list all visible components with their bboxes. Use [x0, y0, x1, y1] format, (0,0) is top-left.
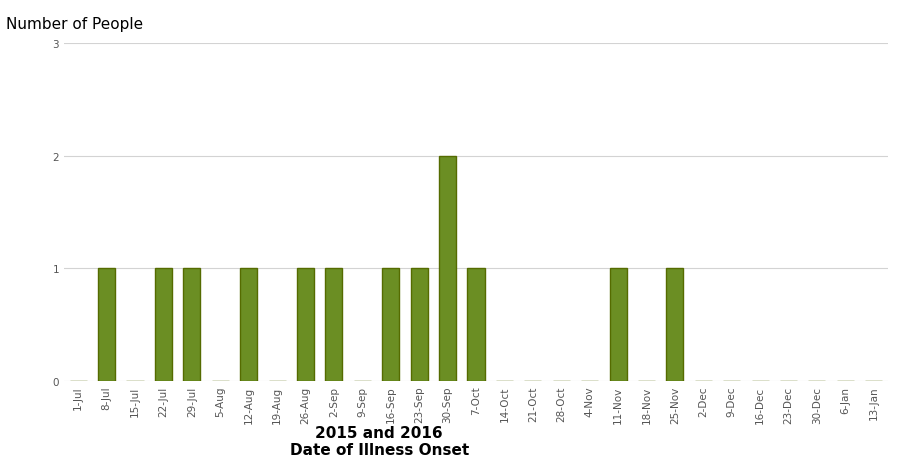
Bar — [382, 269, 399, 381]
Bar — [609, 269, 626, 381]
Bar — [155, 269, 171, 381]
Bar — [410, 269, 428, 381]
Bar — [98, 269, 115, 381]
Text: 2015 and 2016
Date of Illness Onset: 2015 and 2016 Date of Illness Onset — [290, 425, 468, 457]
Text: Number of People: Number of People — [6, 17, 143, 32]
Bar — [297, 269, 314, 381]
Bar — [240, 269, 257, 381]
Bar — [438, 157, 456, 381]
Bar — [666, 269, 683, 381]
Bar — [183, 269, 200, 381]
Bar — [325, 269, 342, 381]
Bar — [467, 269, 484, 381]
